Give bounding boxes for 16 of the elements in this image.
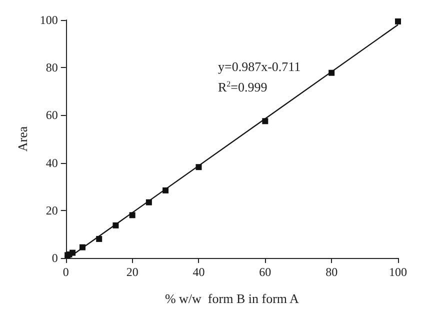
x-tick-label: 40	[192, 265, 205, 279]
y-tick-label: 100	[40, 13, 58, 27]
x-tick-label: 20	[126, 265, 138, 279]
point	[395, 18, 401, 24]
y-tick-label: 40	[46, 156, 58, 170]
x-tick-label: 100	[389, 265, 407, 279]
y-tick-label: 60	[46, 108, 58, 122]
y-tick-label: 0	[52, 251, 58, 265]
x-tick-label: 60	[259, 265, 272, 279]
y-axis-title: Area	[15, 126, 30, 152]
y-tick-label: 80	[46, 60, 58, 75]
annotation: y=0.987x-0.711	[218, 59, 301, 74]
x-axis-title: % w/w form B in form A	[164, 291, 300, 306]
y-tick-label: 20	[46, 203, 58, 218]
x-tick-label: 80	[326, 265, 338, 279]
x-tick-label: 0	[62, 265, 69, 279]
